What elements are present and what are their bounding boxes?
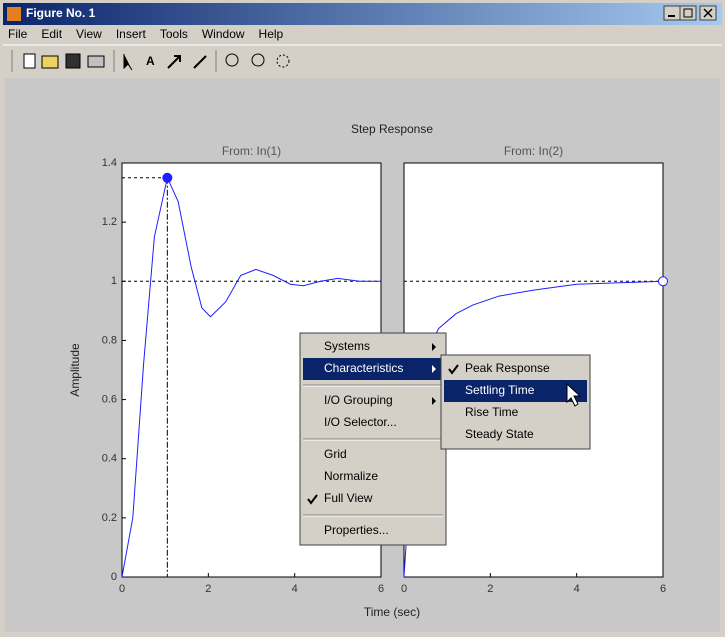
menu-item[interactable]: Normalize — [324, 469, 378, 483]
axes-title: From: In(2) — [504, 144, 563, 158]
menu-item[interactable]: Grid — [324, 447, 347, 461]
menu-item[interactable]: Characteristics — [324, 361, 403, 375]
menu-item[interactable]: Tools — [160, 27, 188, 41]
window-buttons — [664, 6, 716, 20]
maximize-button[interactable] — [680, 6, 696, 20]
peak-marker[interactable] — [162, 173, 172, 183]
menu-item[interactable]: Properties... — [324, 523, 389, 537]
text-button[interactable]: A — [146, 54, 155, 68]
save-button[interactable] — [66, 54, 80, 68]
menu-item[interactable]: Full View — [324, 491, 373, 505]
x-tick-label: 4 — [292, 583, 298, 595]
y-tick-label: 0.6 — [102, 393, 117, 405]
menu-item[interactable]: Help — [259, 27, 284, 41]
menu-item[interactable]: Insert — [116, 27, 147, 41]
y-tick-label: 0 — [111, 571, 117, 583]
menu-item[interactable]: View — [76, 27, 102, 41]
menu-item[interactable]: Edit — [41, 27, 62, 41]
x-tick-label: 6 — [378, 583, 384, 595]
page: {"window": {"title": "Figure No. 1"}, "m… — [0, 0, 725, 637]
menu-item[interactable]: Rise Time — [465, 405, 519, 419]
x-tick-label: 2 — [205, 583, 211, 595]
y-tick-label: 1.4 — [102, 157, 117, 169]
menu-item[interactable]: Peak Response — [465, 361, 550, 375]
y-tick-label: 0.2 — [102, 512, 117, 524]
print-button[interactable] — [88, 56, 104, 67]
y-tick-label: 1 — [111, 275, 117, 287]
menu-item[interactable]: I/O Grouping — [324, 393, 393, 407]
new-button[interactable] — [24, 54, 35, 68]
window: Figure No. 1 File Edit View Insert Tools Wind… — [0, 0, 725, 637]
y-tick-label: 0.8 — [102, 334, 117, 346]
title-bar — [3, 3, 722, 25]
x-tick-label: 6 — [660, 583, 666, 595]
window-title: Figure No. 1 — [26, 6, 96, 20]
open-button[interactable] — [42, 56, 58, 68]
y-tick-label: 1.2 — [102, 216, 117, 228]
x-axis-label: Time (sec) — [364, 605, 420, 619]
minimize-button[interactable] — [664, 6, 680, 20]
menu-item[interactable]: Settling Time — [465, 383, 535, 397]
menu-item[interactable]: Steady State — [465, 427, 534, 441]
y-tick-label: 0.4 — [102, 453, 117, 465]
x-tick-label: 0 — [401, 583, 407, 595]
axes-title: From: In(1) — [222, 144, 281, 158]
menu-item[interactable]: I/O Selector... — [324, 415, 397, 429]
x-tick-label: 2 — [487, 583, 493, 595]
x-tick-label: 0 — [119, 583, 125, 595]
menu-item[interactable]: Window — [202, 27, 245, 41]
app-icon — [7, 7, 21, 21]
steady-state-marker[interactable] — [659, 277, 668, 286]
x-tick-label: 4 — [574, 583, 580, 595]
y-axis-label: Amplitude — [68, 343, 82, 397]
figure-title: Step Response — [351, 122, 433, 136]
menu-bar: File Edit View Insert Tools Window Help — [8, 27, 284, 41]
menu-item[interactable]: Systems — [324, 339, 370, 353]
menu-item[interactable]: File — [8, 27, 28, 41]
